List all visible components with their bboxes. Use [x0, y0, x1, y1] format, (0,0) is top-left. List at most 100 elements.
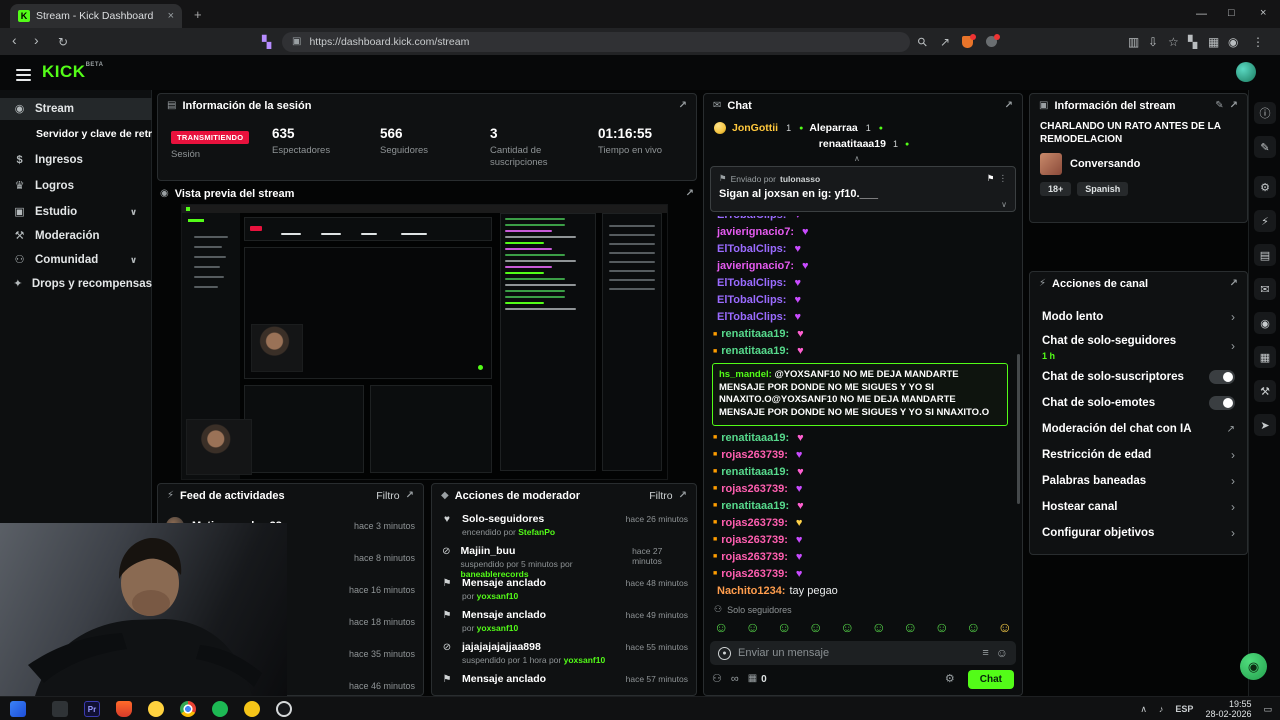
mod-action-row[interactable]: ⚑ Mensaje anclado por yoxsanf10 hace 48 …	[440, 574, 688, 606]
emote-icon[interactable]: ☺	[966, 619, 981, 635]
mod-action-row[interactable]: ♥ Solo-seguidores encendido por StefanPo…	[440, 510, 688, 542]
chat-username[interactable]: ElTobalClips:	[717, 311, 787, 324]
leaderboard-collapse-icon[interactable]: ∧	[854, 154, 860, 163]
chat-message-list[interactable]: javierignacio7: ♥ ElTobalClips: ♥ javierig…	[704, 216, 1016, 599]
action-slow-mode[interactable]: Modo lento ›	[1042, 310, 1235, 324]
chat-input[interactable]	[738, 647, 976, 659]
chat-message[interactable]: ■ renatitaaa19: ♥	[713, 499, 804, 512]
chat-username[interactable]: rojas263739:	[721, 482, 788, 495]
mod-action-row[interactable]: ⚑ Mensaje anclado por yoxsanf10 hace 49 …	[440, 606, 688, 638]
pinned-menu-icon[interactable]: ⋮	[998, 173, 1008, 183]
stream-preview-player[interactable]	[181, 204, 668, 480]
chat-username[interactable]: ElTobalClips:	[717, 243, 787, 256]
sidebar-item-drops[interactable]: ✦ Drops y recompensas	[13, 277, 152, 290]
strip-info-button[interactable]: ⓘ	[1254, 102, 1276, 124]
window-minimize-button[interactable]: —	[1196, 8, 1207, 20]
chat-username[interactable]: renatitaaa19:	[721, 499, 790, 512]
obs-app-icon[interactable]	[276, 701, 292, 717]
window-maximize-button[interactable]: □	[1228, 7, 1235, 19]
bookmark-icon[interactable]: ▚	[262, 35, 272, 49]
category-name[interactable]: Conversando	[1070, 158, 1141, 170]
calendar-icon[interactable]: ▦	[747, 673, 758, 684]
chat-scrollbar[interactable]	[1017, 354, 1020, 504]
emoji-picker-icon[interactable]: ☺	[995, 646, 1008, 660]
chat-username[interactable]: ElTobalClips:	[717, 216, 786, 221]
chat-username[interactable]: ElTobalClips:	[717, 277, 787, 290]
chat-message[interactable]: ElTobalClips: ♥	[704, 292, 1016, 309]
actions-popout-icon[interactable]: ↗	[1229, 278, 1238, 289]
pinned-collapse-icon[interactable]: ∨	[1001, 200, 1007, 209]
action-host-channel[interactable]: Hostear canal ›	[1042, 500, 1235, 514]
strip-notes-button[interactable]: ▤	[1254, 244, 1276, 266]
volume-icon[interactable]: ♪	[1158, 704, 1164, 714]
action-banned-words[interactable]: Palabras baneadas ›	[1042, 474, 1235, 488]
mod-actor[interactable]: baneablerecords	[460, 569, 529, 579]
emote-icon[interactable]: ☺	[934, 619, 949, 635]
chat-username[interactable]: ElTobalClips:	[717, 294, 787, 307]
browser-menu-icon[interactable]: ⋮	[1252, 35, 1264, 49]
sidebar-item-stream[interactable]: ◉ Stream	[0, 98, 152, 120]
hidden-icons-chevron[interactable]: ∧	[1140, 703, 1147, 714]
chat-username[interactable]: rojas263739:	[721, 533, 788, 546]
chat-username[interactable]: rojas263739:	[721, 550, 788, 563]
chat-message[interactable]: ■ renatitaaa19: ♥	[713, 431, 804, 444]
gear-icon[interactable]: ⚙	[944, 672, 955, 685]
popout-icon[interactable]: ↗	[678, 100, 687, 111]
chat-message[interactable]: javierignacio7: ♥	[704, 224, 1016, 241]
chat-message[interactable]: ■ renatitaaa19: ♥	[713, 345, 804, 358]
sidebar-item-comunidad[interactable]: ⚇ Comunidad ∨	[0, 249, 152, 271]
chat-username[interactable]: renatitaaa19:	[721, 431, 790, 444]
info-popout-icon[interactable]: ↗	[1229, 100, 1238, 111]
notification-center-icon[interactable]: ▭	[1263, 703, 1272, 714]
emote-icon[interactable]: ☺	[840, 619, 855, 635]
chat-message[interactable]: ElTobalClips: ♥	[704, 216, 1016, 224]
chat-username[interactable]: rojas263739:	[721, 448, 788, 461]
emote-icon[interactable]: ☺	[777, 619, 792, 635]
mod-action-row[interactable]: ⊘ jajajajajajjaa898 suspendido por 1 hor…	[440, 638, 688, 670]
window-close-button[interactable]: ×	[1260, 7, 1267, 19]
chat-username[interactable]: hs_mandel:	[719, 368, 772, 380]
premiere-app-icon[interactable]: Pr	[84, 701, 100, 717]
widgets-app-icon[interactable]	[10, 701, 26, 717]
mod-popout-icon[interactable]: ↗	[678, 490, 687, 501]
preview-expand-icon[interactable]: ↗	[685, 188, 694, 199]
kick-logo[interactable]: KICKBETA	[42, 62, 104, 81]
chat-message[interactable]: ElTobalClips: ♥	[704, 309, 1016, 326]
explorer-app-icon[interactable]	[52, 701, 68, 717]
feed-popout-icon[interactable]: ↗	[405, 490, 414, 501]
strip-edit-button[interactable]: ✎	[1254, 136, 1276, 158]
back-icon[interactable]: ‹	[12, 32, 17, 48]
new-tab-button[interactable]: +	[194, 7, 202, 22]
mod-actor[interactable]: yoxsanf10	[476, 623, 519, 633]
highlighted-message[interactable]: hs_mandel: @YOXSANF10 NO ME DEJA MANDART…	[712, 362, 1008, 426]
chat-message[interactable]: ■ rojas263739: ♥	[713, 567, 803, 580]
extension-badge-icon[interactable]	[986, 34, 1000, 47]
emotes-only-toggle[interactable]	[1209, 396, 1235, 410]
profile-icon[interactable]: ◉	[1228, 35, 1239, 49]
user-avatar[interactable]	[1236, 62, 1256, 82]
action-followers-only[interactable]: Chat de solo-seguidores 1 h ›	[1042, 335, 1235, 361]
pinned-message[interactable]: ⚑ Enviado por tulonasso ⚑ ⋮ Sigan al jox…	[710, 166, 1016, 212]
apps-grid-icon[interactable]: ▦	[1208, 35, 1220, 49]
link-icon[interactable]: ∞	[730, 672, 739, 685]
emote-icon[interactable]: ☺	[808, 619, 823, 635]
edit-icon[interactable]: ✎	[1215, 100, 1224, 111]
tab-close-icon[interactable]: ×	[167, 9, 174, 22]
messenger-app-icon[interactable]	[244, 701, 260, 717]
mod-filter-button[interactable]: Filtro	[649, 490, 673, 502]
taskbar-clock[interactable]: 19:55 28-02-2026	[1205, 699, 1252, 719]
sidebar-item-estudio[interactable]: ▣ Estudio ∨	[0, 201, 152, 223]
brave-shield-icon[interactable]	[962, 34, 976, 48]
emote-icon[interactable]: ☺	[997, 619, 1012, 635]
language-indicator[interactable]: ESP	[1175, 704, 1194, 714]
subs-only-toggle[interactable]	[1209, 370, 1235, 384]
url-text[interactable]: https://dashboard.kick.com/stream	[309, 35, 470, 48]
chat-username[interactable]: renatitaaa19:	[721, 345, 790, 358]
chat-username[interactable]: javierignacio7:	[717, 226, 795, 239]
strip-broadcast-button[interactable]: ◉	[1254, 312, 1276, 334]
leaderboard-user[interactable]: JonGottii	[732, 122, 779, 134]
emoji-app-icon[interactable]	[148, 701, 164, 717]
reload-icon[interactable]: ↻	[58, 35, 69, 49]
sidebar-item-moderacion[interactable]: ⚒ Moderación	[14, 229, 100, 242]
chat-message[interactable]: ■ rojas263739: ♥	[713, 533, 803, 546]
